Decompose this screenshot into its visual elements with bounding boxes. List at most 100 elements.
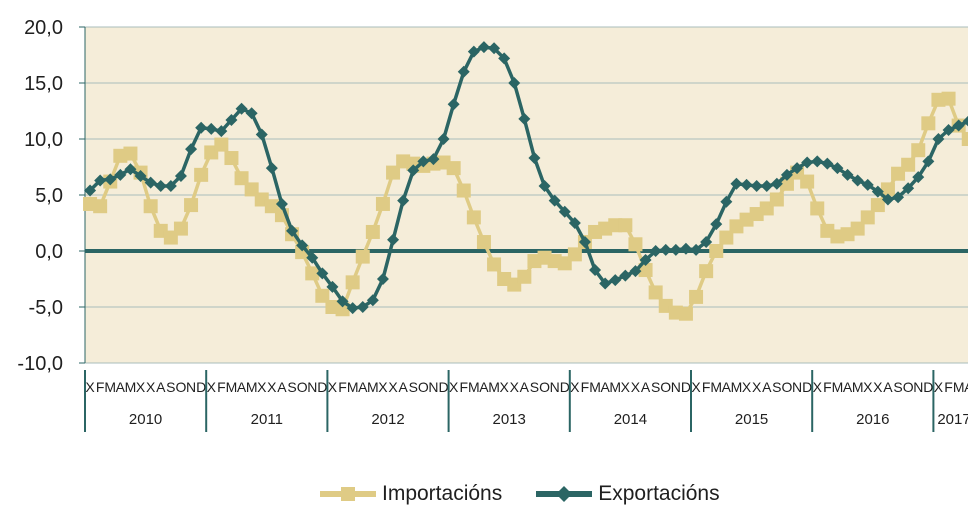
x-tick-label: O (660, 379, 671, 395)
x-tick-label: A (883, 379, 893, 395)
data-point-exportacions (356, 301, 369, 313)
data-point-exportacions (144, 176, 157, 189)
x-tick-label: A (600, 379, 610, 395)
data-point-exportacions (215, 125, 228, 138)
data-point-exportacions (952, 119, 965, 132)
x-tick-label: M (347, 379, 359, 395)
x-tick-label: D (438, 379, 448, 395)
data-point-importacions (719, 230, 734, 245)
data-point-exportacions (619, 269, 632, 282)
x-tick-label: O (782, 379, 793, 395)
data-point-exportacions (558, 205, 571, 218)
x-tick-label: X (570, 379, 580, 395)
x-tick-label: X (449, 379, 459, 395)
x-tick-label: M (609, 379, 621, 395)
data-point-exportacions (962, 115, 968, 127)
x-tick-label: D (681, 379, 691, 395)
data-point-exportacions (518, 112, 531, 125)
x-tick-label: X (742, 379, 752, 395)
data-point-importacions (184, 198, 199, 213)
data-point-exportacions (477, 41, 490, 54)
data-point-exportacions (861, 178, 874, 191)
data-point-exportacions (548, 194, 561, 207)
x-tick-label: O (176, 379, 187, 395)
data-point-exportacions (387, 233, 400, 246)
series-line-importacions (89, 96, 968, 316)
data-point-exportacions (690, 243, 703, 256)
data-point-importacions (224, 151, 239, 166)
x-tick-label: X (621, 379, 631, 395)
data-point-exportacions (538, 180, 551, 193)
data-point-exportacions (629, 265, 642, 278)
year-label: 2015 (735, 411, 768, 428)
data-point-exportacions (770, 177, 783, 190)
data-point-exportacions (922, 155, 935, 168)
data-point-exportacions (589, 264, 602, 277)
year-label: 2012 (371, 411, 404, 428)
x-tick-label: X (146, 379, 156, 395)
year-label: 2013 (493, 411, 526, 428)
data-point-exportacions (498, 52, 511, 65)
data-point-importacions (850, 221, 865, 236)
y-tick-label: 15,0 (24, 73, 63, 95)
x-tick-label: A (479, 379, 489, 395)
data-point-importacions (769, 192, 784, 207)
data-point-exportacions (306, 251, 319, 264)
data-point-importacions (123, 146, 138, 161)
x-tick-label: D (560, 379, 570, 395)
x-tick-label: M (226, 379, 238, 395)
data-point-exportacions (296, 239, 309, 252)
data-point-importacions (689, 289, 704, 304)
data-point-importacions (143, 199, 158, 214)
data-point-exportacions (750, 180, 763, 193)
data-point-importacions (173, 221, 188, 236)
x-tick-label: S (530, 379, 539, 395)
data-point-exportacions (346, 302, 359, 315)
data-point-importacions (941, 91, 956, 106)
x-tick-label: X (752, 379, 762, 395)
x-tick-label: A (116, 379, 126, 395)
data-point-exportacions (255, 128, 268, 141)
data-point-exportacions (205, 122, 218, 135)
data-point-exportacions (195, 121, 208, 134)
data-point-exportacions (376, 273, 389, 285)
data-point-exportacions (164, 180, 177, 193)
data-point-exportacions (669, 243, 682, 256)
data-point-importacions (375, 196, 390, 211)
data-point-exportacions (881, 193, 894, 206)
data-point-importacions (315, 288, 330, 303)
data-point-exportacions (326, 280, 339, 293)
data-point-exportacions (679, 242, 692, 255)
data-point-exportacions (417, 155, 430, 168)
x-tick-label: M (488, 379, 500, 395)
x-tick-label: M (832, 379, 844, 395)
data-point-exportacions (185, 143, 198, 156)
data-point-exportacions (457, 65, 470, 78)
data-point-importacions (870, 198, 885, 213)
data-point-exportacions (700, 236, 713, 249)
data-point-importacions (567, 247, 582, 262)
data-point-exportacions (599, 277, 612, 290)
year-label: 2016 (856, 411, 889, 428)
data-point-importacions (901, 157, 916, 172)
data-point-exportacions (528, 152, 541, 165)
x-tick-label: O (297, 379, 308, 395)
x-tick-label: A (156, 379, 166, 395)
data-point-importacions (305, 266, 320, 281)
data-point-exportacions (730, 177, 743, 190)
x-tick-label: A (237, 379, 247, 395)
data-point-exportacions (437, 133, 450, 145)
data-point-importacions (638, 263, 653, 278)
x-tick-label: M (589, 379, 601, 395)
data-point-importacions (648, 285, 663, 300)
x-tick-label: A (722, 379, 732, 395)
x-tick-label: X (85, 379, 95, 395)
data-point-exportacions (467, 45, 480, 58)
x-tick-label: N (186, 379, 196, 395)
x-tick-label: X (499, 379, 509, 395)
y-tick-label: 0,0 (35, 241, 63, 263)
data-point-exportacions (841, 168, 854, 181)
data-point-exportacions (639, 253, 652, 266)
x-tick-label: A (277, 379, 287, 395)
